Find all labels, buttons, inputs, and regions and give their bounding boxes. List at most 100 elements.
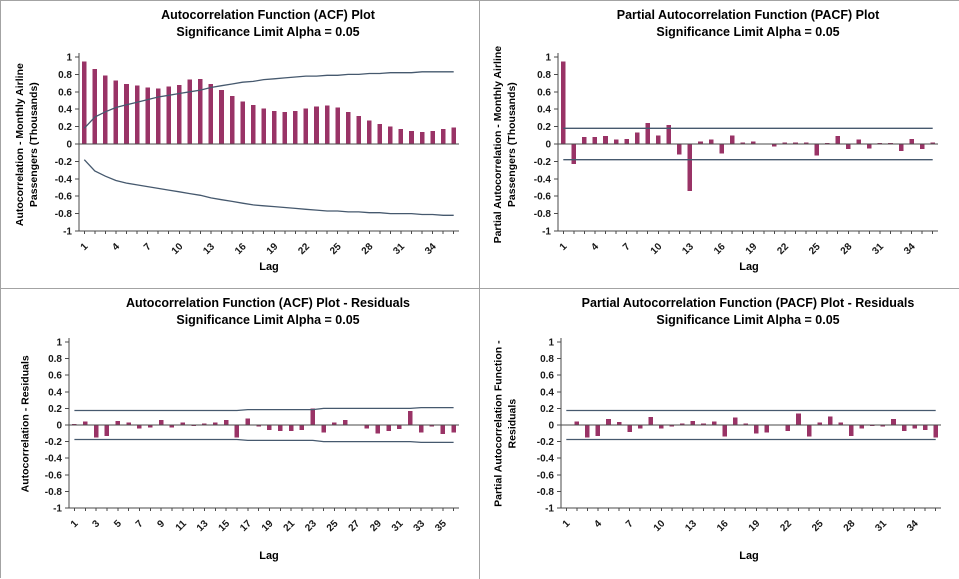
svg-text:0.2: 0.2: [540, 404, 554, 415]
axes: [68, 338, 459, 509]
panel-acf: Autocorrelation Function (ACF) Plot Sign…: [1, 1, 480, 289]
chart-title: Autocorrelation Function (ACF) Plot - Re…: [125, 296, 411, 310]
svg-text:0.8: 0.8: [537, 70, 551, 81]
svg-text:-0.4: -0.4: [537, 454, 555, 465]
lower-significance-limit-line: [83, 159, 454, 216]
x-axis-label: Lag: [259, 261, 279, 273]
svg-text:13: 13: [680, 241, 696, 257]
svg-text:-0.2: -0.2: [45, 437, 63, 448]
x-ticks: [565, 508, 937, 511]
svg-text:1: 1: [545, 53, 551, 64]
svg-text:1: 1: [56, 338, 62, 349]
svg-text:4: 4: [110, 241, 122, 253]
svg-text:9: 9: [156, 518, 168, 530]
svg-text:23: 23: [303, 518, 319, 534]
svg-text:-1: -1: [53, 504, 62, 515]
svg-text:0.6: 0.6: [48, 371, 62, 382]
svg-text:-0.6: -0.6: [537, 470, 555, 481]
y-tick-labels: 1 0.8 0.6 0.4 0.2 0 -0.2 -0.4 -0.6 -0.8 -1: [45, 338, 69, 515]
acf-residuals-chart-canvas: 10.80.60.40.20-0.2-0.4-0.6-0.8-11 3 5 7 9 11 1…: [45, 338, 459, 534]
svg-text:13: 13: [683, 518, 699, 534]
svg-text:-0.6: -0.6: [534, 192, 552, 203]
svg-text:-0.4: -0.4: [534, 174, 552, 185]
svg-text:0.2: 0.2: [48, 404, 62, 415]
svg-text:17: 17: [238, 518, 254, 534]
svg-text:-0.2: -0.2: [537, 437, 555, 448]
svg-text:11: 11: [174, 518, 190, 534]
svg-text:28: 28: [839, 241, 855, 257]
panel-acf-residuals: Autocorrelation Function (ACF) Plot - Re…: [1, 289, 480, 579]
svg-text:0.6: 0.6: [537, 87, 551, 98]
svg-text:31: 31: [390, 518, 406, 534]
chart-title-block: Partial Autocorrelation Function (PACF) …: [542, 295, 954, 329]
x-ticks: [83, 231, 455, 234]
correlation-bars: [72, 408, 456, 438]
svg-text:0.2: 0.2: [58, 122, 72, 133]
correlation-bars: [82, 61, 456, 145]
pacf-chart-canvas: 10.80.60.40.20-0.2-0.4-0.6-0.8-11 4 7 10 13 1…: [534, 53, 938, 257]
lower-significance-limit-line: [74, 438, 454, 444]
svg-text:19: 19: [747, 518, 763, 534]
chart-title: Partial Autocorrelation Function (PACF) …: [616, 8, 880, 22]
svg-text:-1: -1: [63, 227, 72, 238]
svg-text:0.8: 0.8: [58, 70, 72, 81]
axes: [557, 53, 938, 232]
chart-subtitle: Significance Limit Alpha = 0.05: [176, 312, 360, 327]
x-tick-labels: 1 4 7 10 13 16 19 22 25 28 31 34: [79, 241, 439, 257]
svg-text:-0.4: -0.4: [45, 454, 63, 465]
x-tick-labels: 1 4 7 10 13 16 19 22 25 28 31 34: [561, 518, 921, 534]
svg-text:22: 22: [296, 241, 312, 257]
chart-title-block: Autocorrelation Function (ACF) Plot - Re…: [63, 295, 473, 329]
panel-pacf: Partial Autocorrelation Function (PACF) …: [480, 1, 959, 289]
svg-text:25: 25: [810, 518, 826, 534]
x-axis-label: Lag: [259, 550, 279, 562]
svg-text:0.6: 0.6: [540, 371, 554, 382]
svg-text:-0.2: -0.2: [55, 157, 73, 168]
svg-text:3: 3: [91, 518, 103, 530]
svg-text:4: 4: [592, 518, 604, 530]
svg-text:-0.6: -0.6: [55, 192, 73, 203]
x-tick-labels: 1 4 7 10 13 16 19 22 25 28 31 34: [558, 241, 918, 257]
chart-title: Partial Autocorrelation Function (PACF) …: [581, 296, 915, 310]
y-tick-labels: 1 0.8 0.6 0.4 0.2 0 -0.2 -0.4 -0.6 -0.8 -1: [534, 53, 558, 238]
svg-text:0: 0: [56, 421, 62, 432]
svg-text:19: 19: [265, 241, 281, 257]
svg-text:0: 0: [545, 140, 551, 151]
svg-text:0.8: 0.8: [48, 354, 62, 365]
svg-text:0.2: 0.2: [537, 122, 551, 133]
chart-title-block: Autocorrelation Function (ACF) Plot Sign…: [63, 7, 473, 41]
chart-subtitle: Significance Limit Alpha = 0.05: [656, 24, 840, 39]
correlation-bars: [574, 413, 938, 438]
svg-text:21: 21: [282, 518, 298, 534]
svg-text:25: 25: [807, 241, 823, 257]
svg-text:13: 13: [195, 518, 211, 534]
svg-text:10: 10: [170, 241, 186, 257]
svg-text:16: 16: [712, 241, 728, 257]
axes: [78, 53, 459, 232]
acf-chart-canvas: 10.80.60.40.20-0.2-0.4-0.6-0.8-11 4 7 10 13 1…: [55, 53, 459, 257]
svg-text:19: 19: [744, 241, 760, 257]
chart-subtitle: Significance Limit Alpha = 0.05: [656, 312, 840, 327]
axes: [560, 338, 941, 509]
svg-text:0.4: 0.4: [58, 105, 72, 116]
svg-text:-1: -1: [542, 227, 551, 238]
svg-text:10: 10: [652, 518, 668, 534]
chart-title: Autocorrelation Function (ACF) Plot: [161, 8, 375, 22]
svg-text:31: 31: [873, 518, 889, 534]
chart-title-block: Partial Autocorrelation Function (PACF) …: [542, 7, 954, 41]
svg-text:0.8: 0.8: [540, 354, 554, 365]
x-ticks: [73, 508, 455, 511]
svg-text:1: 1: [66, 53, 72, 64]
svg-text:0.4: 0.4: [48, 387, 62, 398]
chart-subtitle: Significance Limit Alpha = 0.05: [176, 24, 360, 39]
svg-text:4: 4: [589, 241, 601, 253]
upper-significance-limit-line: [74, 406, 454, 412]
svg-text:10: 10: [649, 241, 665, 257]
svg-text:15: 15: [217, 518, 233, 534]
svg-text:-0.4: -0.4: [55, 174, 73, 185]
svg-text:33: 33: [412, 518, 428, 534]
upper-significance-limit-line: [83, 71, 454, 129]
pacf-residuals-chart-canvas: 10.80.60.40.20-0.2-0.4-0.6-0.8-11 4 7 10 13 1…: [537, 338, 941, 534]
